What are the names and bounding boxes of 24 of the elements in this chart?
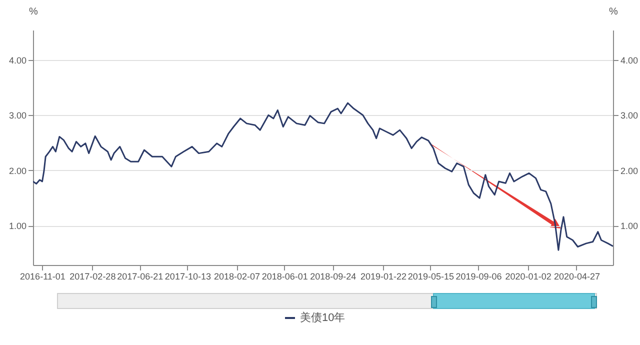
x-tick-label: 2016-11-01 — [20, 272, 66, 282]
y2-tick-label: 2.00 — [620, 166, 638, 176]
y-tick-label: 1.00 — [8, 221, 26, 232]
x-tick-label: 2020-01-02 — [505, 272, 552, 282]
x-tick-label: 2019-05-15 — [408, 272, 454, 282]
y-tick-label: 2.00 — [8, 166, 26, 176]
x-tick-label: 2017-06-21 — [117, 272, 164, 282]
line-series — [33, 102, 613, 251]
x-tick-label: 2018-09-24 — [310, 272, 356, 282]
y2-tick-label: 4.00 — [620, 55, 638, 66]
x-tick-label: 2017-02-28 — [70, 272, 116, 282]
y2-axis-title: % — [609, 6, 618, 18]
x-tick-label: 2019-09-06 — [456, 272, 502, 282]
y-tick-label: 3.00 — [8, 110, 26, 121]
y2-tick-label: 3.00 — [620, 110, 638, 121]
x-tick-label: 2018-06-01 — [262, 272, 308, 282]
x-tick-label: 2019-01-22 — [360, 272, 407, 282]
y-axis-title: % — [29, 6, 38, 18]
y-tick-label: 4.00 — [8, 55, 26, 66]
y2-tick-label: 1.00 — [620, 221, 638, 232]
x-tick-label: 2017-10-13 — [164, 272, 211, 282]
x-tick-label: 2020-04-27 — [554, 272, 600, 282]
legend-label: 美债10年 — [300, 311, 346, 324]
x-tick-label: 2018-02-07 — [214, 272, 260, 282]
